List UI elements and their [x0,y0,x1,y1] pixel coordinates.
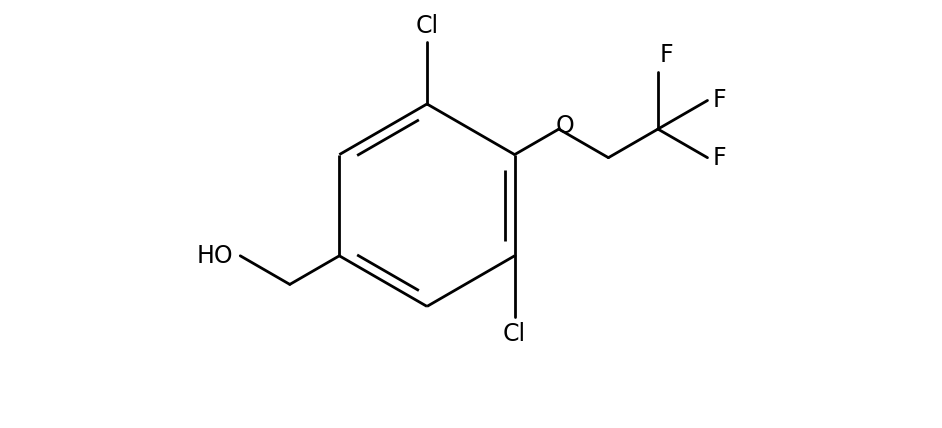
Text: F: F [659,44,674,68]
Text: F: F [713,146,726,169]
Text: O: O [556,113,575,137]
Text: F: F [713,89,726,113]
Text: Cl: Cl [415,14,439,38]
Text: HO: HO [197,244,234,268]
Text: Cl: Cl [503,322,527,346]
